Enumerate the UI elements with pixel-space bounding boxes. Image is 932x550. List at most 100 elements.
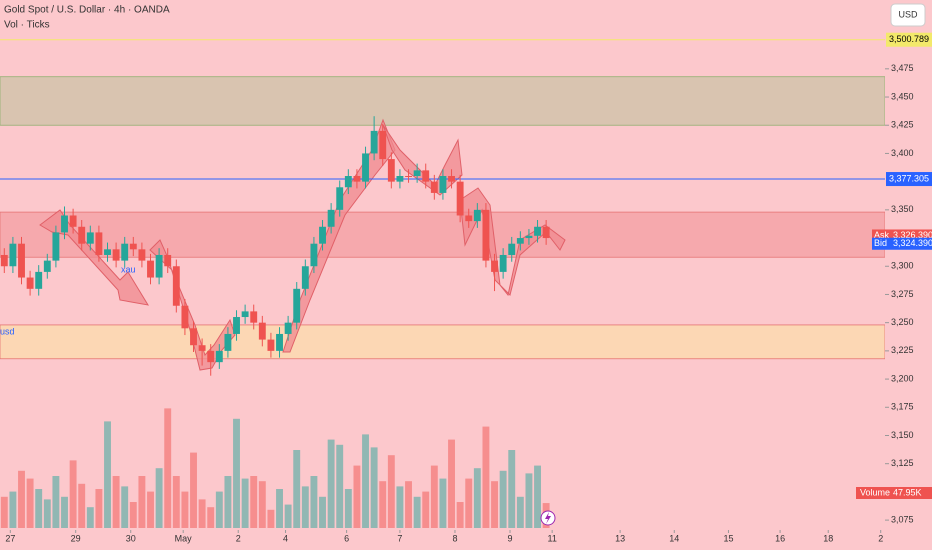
volume-bar [525,473,533,528]
volume-bar [465,478,473,528]
candle-body [155,254,163,278]
volume-bar [207,507,215,528]
zone-label: usd [0,326,15,336]
volume-bar [121,486,129,528]
candle-body [129,243,137,250]
y-tick-label: 3,475 [891,63,914,73]
volume-bar [26,478,34,528]
ask-label: 3,326.390 [893,230,932,240]
volume-bar [301,486,309,528]
y-tick-label: 3,300 [891,261,914,271]
candles [0,116,550,376]
bid-name: Bid [874,238,887,248]
price-axis [885,0,932,550]
candle-body [198,345,206,351]
volume-bar [430,465,438,528]
x-tick-label: 15 [723,533,733,543]
candle-body [26,277,34,289]
level-label: 3,500.789 [889,34,929,44]
x-tick-label: 4 [283,533,288,543]
volume-bar [147,491,154,528]
volume-bar [473,468,481,528]
y-tick-label: 3,275 [891,289,914,299]
volume-bar [78,483,86,528]
candle-body [267,339,275,351]
candle-body [147,260,154,278]
volume-bar [164,408,172,528]
volume-bar [387,455,395,528]
currency[interactable]: USD [898,9,918,19]
candle-body [190,328,197,346]
volume-bar [516,496,524,528]
x-tick-label: 18 [823,533,833,543]
volume-bar [362,434,369,528]
volume-bar [284,504,292,528]
y-tick-label: 3,150 [891,430,914,440]
candle-body [525,235,533,239]
x-tick-label: 8 [452,533,457,543]
volume-bar [293,450,301,528]
candle-body [370,130,378,154]
candle-body [405,176,412,177]
y-tick-label: 3,450 [891,91,914,101]
volume-bar [43,499,51,528]
zones [0,76,886,360]
candle-body [396,176,404,182]
volume-bar [155,468,163,528]
y-tick-label: 3,200 [891,373,914,383]
volume-bar [69,460,77,528]
volume-bar [258,481,266,528]
axes: 3,075 3,125 3,150 3,175 3,200 3,225 3,250 3,275… [5,32,932,543]
candle-body [310,243,318,267]
candle-body [43,260,51,272]
x-tick-label: May [175,533,193,543]
y-tick-label: 3,350 [891,204,914,214]
zone [0,211,886,258]
candle-body [104,249,111,255]
x-tick-label: 7 [397,533,402,543]
candle-body [78,226,86,244]
candle-body [0,254,8,267]
candle-body [276,333,283,351]
volume-bar [86,507,94,528]
candle-body [439,176,447,193]
candle-body [224,333,232,351]
volume-tag [856,487,932,499]
candle-body [542,226,550,239]
y-tick-label: 3,225 [891,345,914,355]
volume-bar [215,491,223,528]
zone [0,324,886,360]
volume-bar [508,450,516,528]
candle-body [86,232,94,244]
currency-button[interactable] [890,3,926,27]
candle-body [121,243,129,261]
volume-bar [327,439,335,528]
candle-body [491,260,498,272]
volume-bar [448,439,455,528]
volume-bar [138,476,146,528]
x-tick-label: 27 [5,533,15,543]
volume-bar [336,444,344,528]
level-tag [886,32,932,47]
volume-bar [422,491,430,528]
volume-bar [104,421,111,528]
candle-body [353,176,361,182]
volume-bar [190,452,197,528]
level-tag [886,172,932,187]
volume-bar [52,476,60,528]
volume-bar [250,476,258,528]
volume-bar [439,478,447,528]
x-tick-label: 11 [547,533,556,543]
candle-body [344,176,352,188]
candle-body [9,243,17,267]
x-tick-label: 6 [344,533,349,543]
candle-body [18,243,25,278]
volume-bar [276,489,283,528]
candle-body [336,187,344,210]
candle-body [95,232,103,255]
candle-body [69,215,77,227]
volume-bar [9,491,17,528]
volume-bar [344,489,352,528]
